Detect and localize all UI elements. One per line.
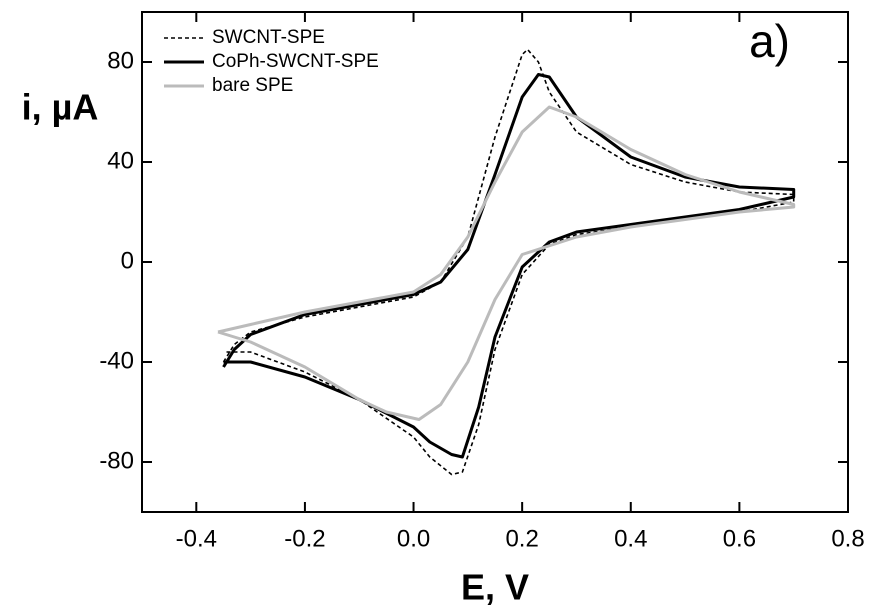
x-tick-label: 0.8 bbox=[831, 525, 864, 552]
y-tick-label: 40 bbox=[107, 147, 134, 174]
y-tick-label: -80 bbox=[99, 447, 134, 474]
y-tick-label: -40 bbox=[99, 347, 134, 374]
y-tick-label: 80 bbox=[107, 47, 134, 74]
series-line bbox=[222, 73, 796, 459]
series-line bbox=[217, 105, 796, 421]
series-line bbox=[222, 48, 795, 476]
legend-label: SWCNT-SPE bbox=[212, 27, 325, 48]
x-tick-label: 0.2 bbox=[505, 525, 538, 552]
x-tick-label: -0.4 bbox=[176, 525, 217, 552]
legend-label: CoPh-SWCNT-SPE bbox=[212, 51, 379, 72]
x-axis-title: E, V bbox=[461, 567, 529, 608]
x-tick-label: 0.6 bbox=[723, 525, 756, 552]
panel-label: a) bbox=[749, 15, 790, 67]
y-tick-label: 0 bbox=[121, 247, 134, 274]
x-tick-label: -0.2 bbox=[284, 525, 325, 552]
y-axis-title: i, µA bbox=[22, 87, 99, 128]
legend-label: bare SPE bbox=[212, 75, 293, 96]
x-tick-label: 0.0 bbox=[397, 525, 430, 552]
x-tick-label: 0.4 bbox=[614, 525, 647, 552]
